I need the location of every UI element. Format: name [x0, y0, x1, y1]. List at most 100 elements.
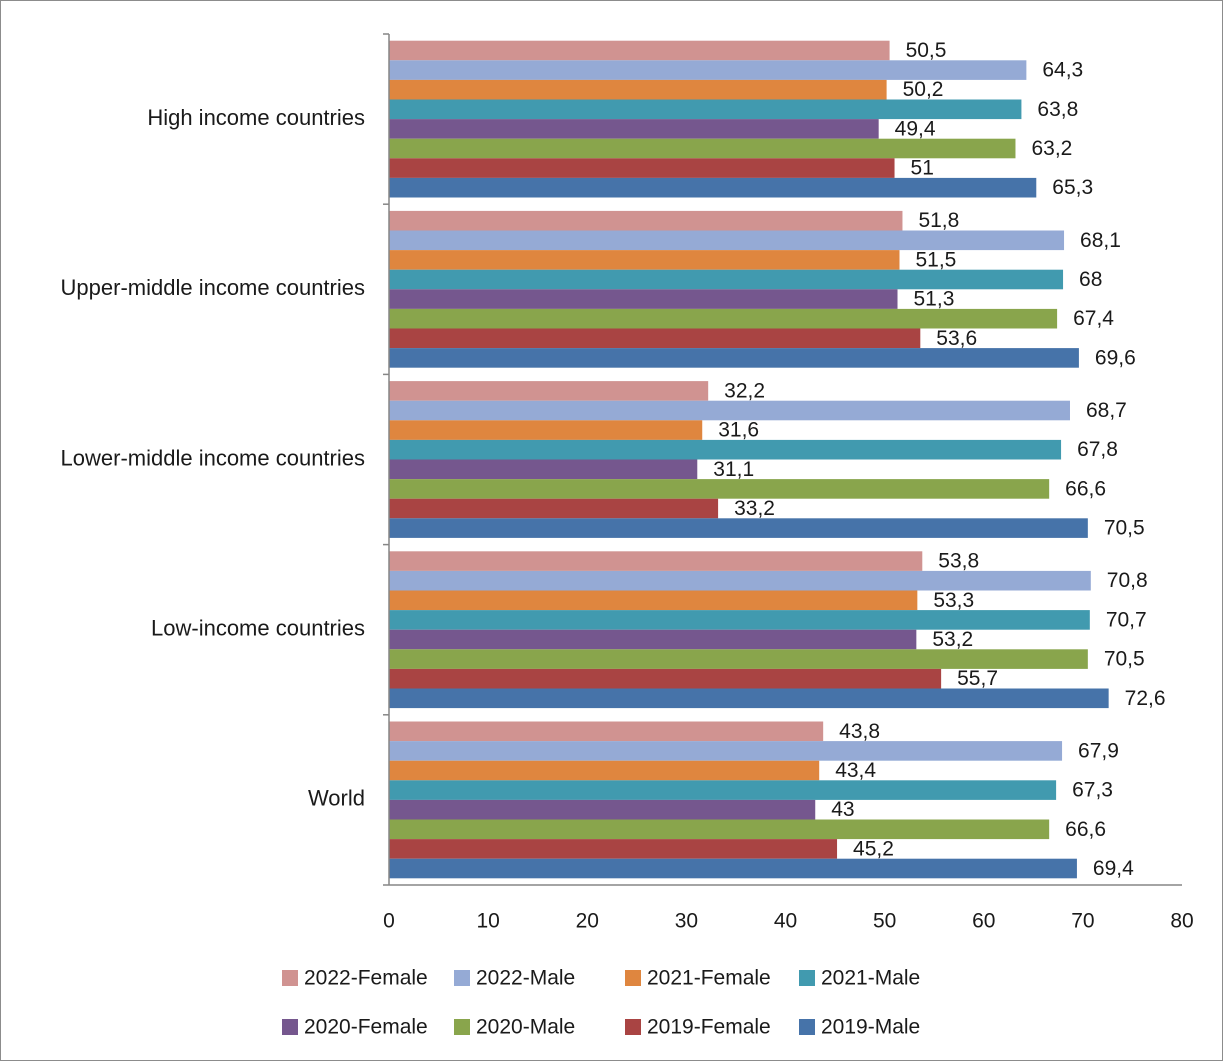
x-tick-label: 0 [383, 910, 395, 933]
legend-label: 2020-Male [476, 1016, 575, 1039]
bar-2022-male [389, 230, 1065, 251]
data-label: 66,6 [1065, 818, 1106, 841]
bar-2022-male [389, 570, 1091, 591]
legend-label: 2021-Female [647, 967, 771, 990]
bar-2022-female [389, 210, 903, 231]
bar-2020-female [389, 629, 917, 650]
data-label: 67,9 [1078, 739, 1119, 762]
legend-swatch-2021-female [625, 970, 641, 986]
data-label: 68 [1079, 268, 1102, 291]
data-label: 51,5 [915, 248, 956, 271]
category-label: Upper-middle income countries [61, 275, 365, 300]
bar-2020-male [389, 649, 1088, 669]
legend-swatch-2022-male [454, 970, 470, 986]
bar-2021-female [389, 590, 918, 611]
bar-2022-female [389, 381, 709, 401]
legend-label: 2022-Male [476, 967, 575, 990]
bar-2019-male [389, 858, 1077, 879]
category-labels: High income countries Upper-middle income… [61, 105, 365, 811]
bar-2020-male [389, 479, 1050, 499]
legend-swatch-2020-male [454, 1019, 470, 1035]
data-label: 67,4 [1073, 307, 1114, 330]
legend-label: 2022-Female [304, 967, 428, 990]
data-label: 45,2 [853, 837, 894, 860]
bar-2021-male [389, 610, 1090, 630]
data-label: 67,3 [1072, 779, 1113, 802]
bar-2020-female [389, 459, 698, 480]
legend-swatch-2019-male [799, 1019, 815, 1035]
data-label: 64,3 [1042, 59, 1083, 82]
bar-2021-male [389, 780, 1057, 800]
bar-2021-female [389, 760, 820, 781]
bar-2022-male [389, 400, 1070, 421]
data-label: 63,8 [1037, 98, 1078, 121]
bar-2020-female [389, 119, 879, 139]
data-label: 43,4 [835, 759, 876, 782]
bar-2020-male [389, 308, 1058, 329]
data-label: 43 [831, 798, 854, 821]
bar-2019-female [389, 839, 838, 859]
x-tick-label: 20 [576, 910, 599, 933]
bar-2022-female [389, 721, 824, 742]
bar-2022-female [389, 40, 890, 61]
data-label: 66,6 [1065, 477, 1106, 500]
x-tick-label: 50 [873, 910, 896, 933]
bar-2021-male [389, 269, 1064, 290]
data-label: 53,3 [933, 589, 974, 612]
bar-2021-female [389, 420, 703, 440]
axes [383, 33, 1182, 886]
bar-2019-male [389, 688, 1109, 709]
legend-label: 2019-Male [821, 1016, 920, 1039]
bar-2022-male [389, 741, 1063, 761]
data-label-group: 50,5 64,3 50,2 63,8 49,4 63,2 51 65,3 51,8 68,1 51… [713, 39, 1165, 880]
legend-swatch-2022-female [282, 970, 298, 986]
bar-2021-female [389, 79, 887, 100]
data-label: 68,1 [1080, 229, 1121, 252]
x-tick-labels: 0 10 20 30 40 50 60 70 80 [383, 910, 1194, 933]
bar-2019-female [389, 668, 942, 689]
data-label: 53,8 [938, 550, 979, 573]
legend: 2022-Female 2022-Male 2021-Female 2021-Male… [282, 967, 920, 1039]
data-label: 70,5 [1104, 648, 1145, 671]
data-label: 69,4 [1093, 857, 1134, 880]
data-label: 50,5 [906, 39, 947, 62]
data-label: 51,3 [914, 288, 955, 311]
category-label: High income countries [147, 105, 365, 130]
bar-2019-male [389, 348, 1079, 368]
bar-2020-male [389, 138, 1016, 159]
bar-2020-male [389, 819, 1050, 840]
data-label: 65,3 [1052, 176, 1093, 199]
data-label: 49,4 [895, 117, 936, 140]
legend-label: 2020-Female [304, 1016, 428, 1039]
data-label: 32,2 [724, 379, 765, 402]
data-label: 51,8 [918, 209, 959, 232]
bar-group [389, 40, 1109, 879]
data-label: 31,1 [713, 458, 754, 481]
legend-label: 2019-Female [647, 1016, 771, 1039]
bar-2022-female [389, 551, 923, 571]
legend-label: 2021-Male [821, 967, 920, 990]
x-tick-label: 80 [1170, 910, 1193, 933]
data-label: 63,2 [1031, 137, 1072, 160]
bar-2021-male [389, 439, 1062, 460]
data-label: 67,8 [1077, 438, 1118, 461]
data-label: 70,8 [1107, 569, 1148, 592]
data-label: 70,5 [1104, 517, 1145, 540]
bar-2019-female [389, 158, 895, 178]
data-label: 31,6 [718, 419, 759, 442]
bar-2020-female [389, 289, 898, 309]
x-tick-label: 30 [675, 910, 698, 933]
data-label: 69,6 [1095, 346, 1136, 369]
bar-2021-male [389, 99, 1022, 120]
legend-swatch-2021-male [799, 970, 815, 986]
bar-2021-female [389, 250, 900, 270]
data-label: 72,6 [1125, 687, 1166, 710]
bar-2019-female [389, 498, 719, 519]
bar-2020-female [389, 799, 816, 820]
bar-2019-male [389, 177, 1037, 198]
data-label: 50,2 [903, 78, 944, 101]
data-label: 43,8 [839, 720, 880, 743]
x-tick-label: 40 [774, 910, 797, 933]
